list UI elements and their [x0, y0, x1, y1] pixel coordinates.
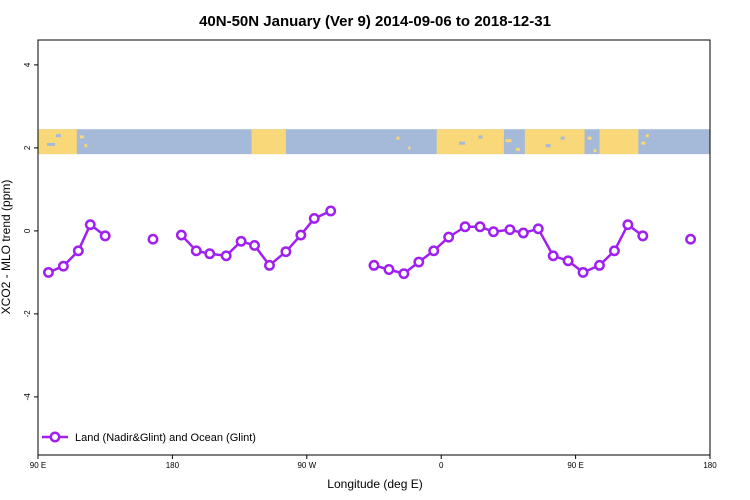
series-layer — [43, 205, 697, 280]
data-point-0-3-1 — [383, 264, 395, 275]
map-fragment-4 — [505, 139, 512, 143]
x-tick-label-1: 180 — [166, 461, 180, 470]
y-tick-label-1: 2 — [23, 145, 32, 150]
y-tick-label-0: 4 — [23, 62, 32, 67]
y-tick-label-2: 0 — [23, 228, 32, 233]
x-tick-label-2: 90 W — [297, 461, 316, 470]
legend-marker — [49, 431, 61, 443]
data-point-0-2-3 — [220, 250, 232, 262]
data-point-0-3-8 — [488, 226, 499, 238]
map-fragment-3 — [408, 146, 411, 150]
data-point-0-3-12 — [547, 250, 559, 262]
x-tick-label-4: 90 E — [567, 461, 583, 470]
data-point-0-2-8 — [295, 229, 307, 241]
x-axis-label: Longitude (deg E) — [327, 477, 422, 491]
legend: Land (Nadir&Glint) and Ocean (Glint) — [42, 431, 256, 444]
map-lake-5 — [560, 136, 565, 140]
data-point-0-3-7 — [474, 221, 486, 233]
data-point-0-2-4 — [235, 235, 247, 247]
map-land-2 — [436, 129, 504, 155]
world-map-strip — [38, 129, 710, 155]
data-point-0-0-1 — [57, 260, 69, 272]
data-point-0-1-0 — [147, 233, 159, 245]
data-point-0-0-4 — [99, 230, 111, 242]
y-axis-label: XCO2 - MLO trend (ppm) — [0, 180, 13, 315]
data-point-0-2-10 — [325, 205, 337, 217]
data-point-0-3-0 — [368, 259, 380, 271]
series-line-0-2 — [180, 209, 332, 267]
x-tick-label-3: 0 — [439, 461, 444, 470]
map-ocean — [38, 129, 710, 155]
map-fragment-8 — [641, 141, 646, 145]
data-point-0-2-1 — [190, 245, 202, 257]
data-point-0-3-15 — [594, 259, 605, 271]
y-axis: 4 2 0 -2 -4 — [23, 62, 38, 400]
data-point-0-3-6 — [459, 221, 471, 233]
chart-title: 40N-50N January (Ver 9) 2014-09-06 to 20… — [199, 13, 551, 30]
data-point-0-0-2 — [72, 245, 84, 257]
plot-area — [37, 39, 711, 456]
data-point-0-2-7 — [280, 246, 292, 258]
data-point-0-3-17 — [622, 219, 634, 231]
x-tick-label-0: 90 E — [30, 461, 46, 470]
data-point-0-3-9 — [504, 224, 516, 236]
data-point-0-3-2 — [398, 268, 410, 280]
legend-label: Land (Nadir&Glint) and Ocean (Glint) — [75, 432, 256, 444]
map-land-1 — [251, 129, 286, 155]
data-point-0-3-3 — [413, 256, 425, 268]
data-point-0-3-18 — [637, 230, 649, 242]
map-fragment-0 — [79, 135, 84, 139]
data-point-0-0-3 — [84, 219, 96, 231]
map-lake-0 — [46, 142, 55, 146]
data-point-0-2-0 — [175, 229, 187, 241]
map-fragment-5 — [515, 147, 520, 151]
data-point-0-3-16 — [608, 245, 620, 257]
data-point-0-3-5 — [443, 231, 455, 243]
data-point-0-3-10 — [517, 227, 529, 239]
data-point-0-2-2 — [204, 248, 216, 260]
data-point-0-3-13 — [562, 255, 574, 267]
map-fragment-2 — [396, 136, 400, 140]
data-point-0-3-14 — [577, 266, 589, 278]
y-tick-label-4: -4 — [23, 393, 32, 401]
map-land-4 — [599, 129, 639, 155]
map-land-0 — [38, 129, 77, 155]
data-point-0-2-9 — [308, 213, 320, 224]
map-lake-4 — [545, 144, 551, 148]
map-fragment-6 — [587, 136, 592, 140]
data-point-0-0-0 — [43, 266, 54, 278]
y-tick-label-3: -2 — [23, 310, 32, 318]
data-point-0-4-0 — [685, 233, 697, 245]
x-tick-label-5: 180 — [703, 461, 717, 470]
data-point-0-3-4 — [428, 245, 440, 257]
data-point-0-2-5 — [249, 239, 260, 251]
x-axis: 90 E 180 90 W 0 90 E 180 — [30, 455, 717, 470]
map-lake-1 — [55, 134, 61, 138]
data-point-0-3-11 — [532, 223, 544, 235]
map-lake-2 — [459, 141, 466, 145]
map-fragment-1 — [84, 144, 88, 148]
map-lake-3 — [478, 135, 483, 139]
map-land-3 — [524, 129, 585, 155]
data-point-0-2-6 — [264, 259, 275, 271]
map-fragment-7 — [593, 149, 597, 153]
map-fragment-9 — [645, 134, 649, 138]
